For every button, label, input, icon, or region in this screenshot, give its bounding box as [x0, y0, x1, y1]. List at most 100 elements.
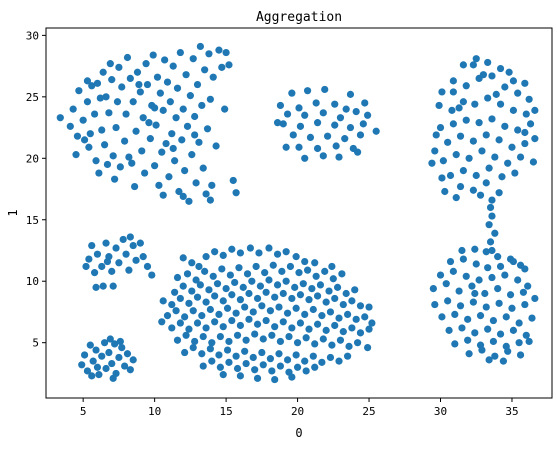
scatter-point [123, 350, 132, 358]
scatter-point [286, 262, 295, 271]
scatter-point [528, 314, 536, 322]
scatter-point [476, 191, 485, 199]
scatter-point [199, 362, 207, 370]
scatter-point [161, 56, 169, 64]
scatter-point [459, 166, 467, 175]
scatter-point [99, 68, 107, 76]
y-tick-label: 25 [26, 91, 39, 104]
scatter-point [293, 339, 302, 347]
scatter-point [85, 143, 93, 151]
scatter-point [243, 270, 252, 278]
scatter-point [99, 282, 107, 290]
scatter-point [452, 194, 460, 202]
scatter-point [192, 276, 200, 284]
scatter-point [519, 288, 528, 296]
scatter-point [271, 323, 279, 331]
scatter-point [276, 337, 285, 346]
scatter-point [256, 282, 265, 290]
scatter-point [179, 282, 187, 290]
scatter-point [495, 299, 503, 307]
scatter-point [482, 179, 490, 187]
scatter-point [344, 352, 352, 360]
scatter-point [228, 291, 236, 299]
scatter-point [296, 122, 305, 130]
scatter-point [196, 42, 204, 51]
scatter-point [331, 321, 339, 330]
scatter-point [292, 351, 300, 359]
scatter-point [211, 292, 219, 300]
scatter-point [514, 126, 522, 134]
scatter-point [246, 244, 254, 252]
scatter-point [279, 318, 287, 326]
scatter-point [531, 294, 539, 303]
x-tick-label: 25 [362, 405, 375, 418]
scatter-point [469, 298, 477, 306]
scatter-point [469, 186, 477, 194]
scatter-point [232, 189, 240, 197]
scatter-point [282, 248, 290, 256]
scatter-point [122, 110, 130, 118]
scatter-point [471, 100, 479, 108]
scatter-point [189, 344, 197, 352]
scatter-point [249, 353, 257, 362]
scatter-point [253, 320, 262, 328]
scatter-point [321, 267, 329, 275]
scatter-point [468, 282, 476, 290]
scatter-point [313, 119, 322, 127]
scatter-point [275, 350, 283, 358]
scatter-point [179, 254, 187, 262]
scatter-point [172, 307, 180, 315]
scatter-point [301, 111, 309, 119]
scatter-point [183, 122, 192, 130]
scatter-point [116, 337, 124, 346]
scatter-point [328, 341, 336, 349]
scatter-point [506, 291, 515, 299]
scatter-point [106, 335, 114, 343]
scatter-point [521, 128, 529, 137]
scatter-point [245, 289, 253, 298]
scatter-point [296, 319, 305, 327]
scatter-point [229, 176, 237, 185]
scatter-point [228, 245, 236, 253]
scatter-point [181, 166, 189, 175]
scatter-point [126, 233, 134, 241]
x-axis-label: 0 [295, 426, 302, 440]
scatter-point [482, 303, 490, 311]
scatter-point [188, 287, 196, 295]
scatter-point [529, 158, 538, 166]
scatter-point [438, 313, 446, 321]
scatter-point [319, 335, 327, 343]
scatter-point [208, 339, 216, 347]
scatter-point [522, 110, 530, 118]
y-tick-label: 5 [32, 337, 39, 350]
scatter-point [504, 347, 512, 355]
scatter-point [365, 325, 373, 333]
scatter-point [328, 262, 336, 271]
scatter-point [242, 336, 250, 344]
scatter-point [173, 336, 182, 344]
scatter-point [189, 55, 197, 63]
scatter-point [455, 104, 463, 112]
scatter-point [319, 109, 327, 117]
scatter-point [108, 359, 116, 368]
scatter-point [188, 151, 196, 159]
scatter-point [498, 173, 506, 181]
scatter-point [346, 90, 355, 98]
scatter-point [169, 144, 177, 153]
scatter-point [352, 315, 360, 323]
scatter-point [201, 66, 209, 74]
scatter-point [122, 250, 130, 258]
scatter-point [186, 92, 194, 100]
scatter-point [469, 137, 477, 145]
scatter-point [89, 357, 97, 365]
scatter-point [283, 110, 292, 118]
scatter-point [458, 324, 466, 332]
scatter-point [511, 169, 519, 177]
scatter-point [215, 351, 223, 359]
scatter-point [82, 262, 90, 271]
scatter-point [482, 131, 490, 139]
scatter-point [73, 132, 82, 140]
scatter-point [455, 287, 463, 295]
scatter-point [216, 332, 224, 341]
scatter-point [128, 159, 136, 167]
